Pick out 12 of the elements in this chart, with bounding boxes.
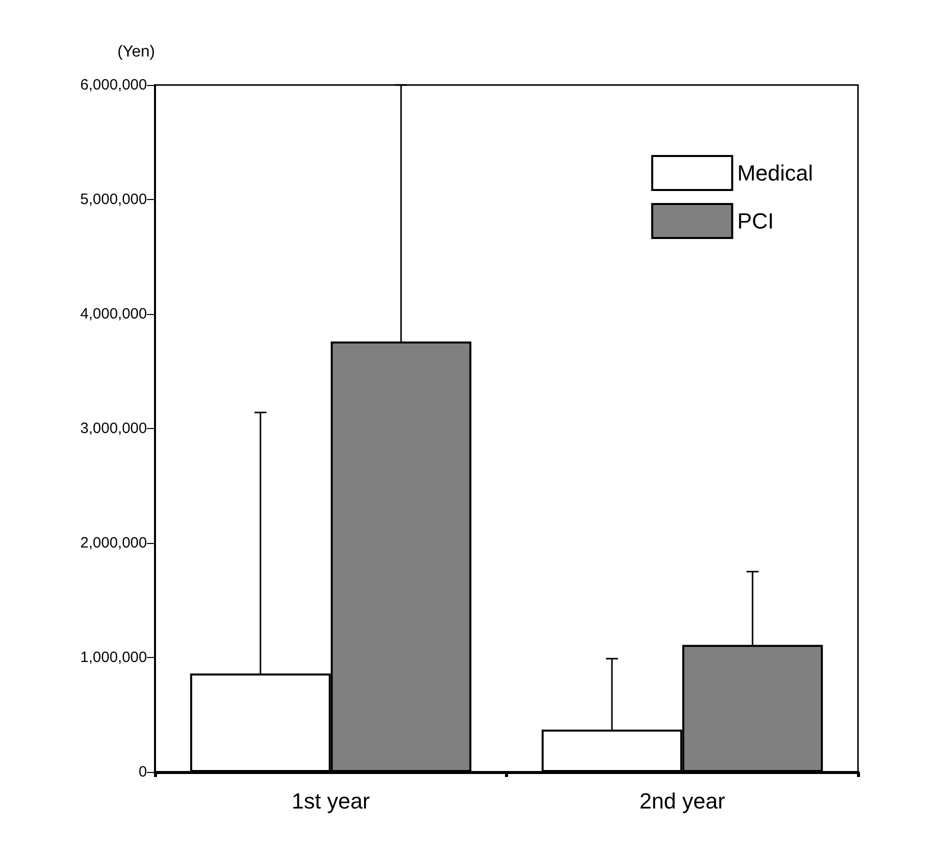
y-tick-label: 4,000,000 [80, 306, 147, 322]
x-tick-label: 2nd year [639, 788, 726, 814]
y-tick-label: 1,000,000 [80, 649, 147, 666]
y-tick-label: 6,000,000 [80, 76, 147, 94]
y-tick-label: 3,000,000 [80, 420, 147, 437]
x-tick-label: 1st year [292, 788, 370, 814]
y-axis-title: (Yen) [117, 44, 155, 60]
y-tick-label: 5,000,000 [80, 191, 147, 208]
legend-label: Medical [737, 160, 814, 186]
y-tick-label: 0 [138, 764, 147, 780]
legend-label: PCI [737, 208, 774, 234]
y-tick-label: 2,000,000 [80, 534, 147, 552]
